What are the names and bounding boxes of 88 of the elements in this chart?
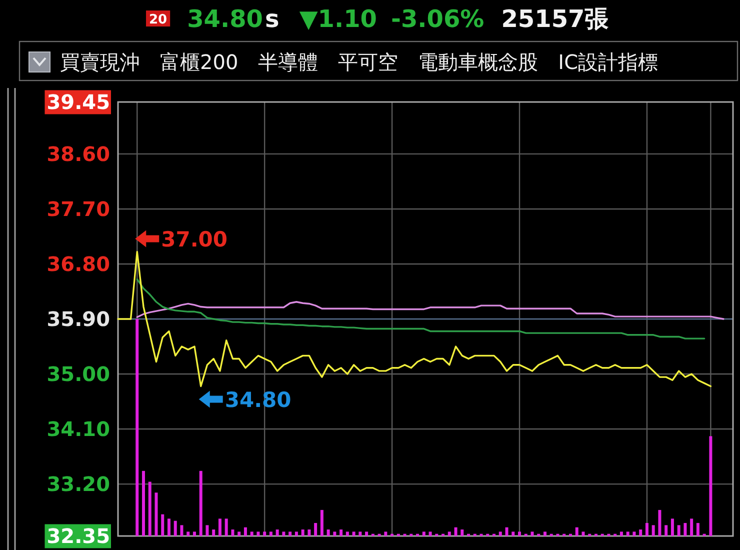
bar: [365, 532, 368, 536]
bar: [690, 518, 694, 536]
bar: [136, 319, 139, 536]
bar: [148, 482, 152, 536]
annotation: 37.00: [161, 227, 228, 252]
bar: [460, 529, 464, 536]
bar: [288, 532, 292, 536]
bar: [199, 470, 202, 536]
bar: [250, 532, 254, 536]
bar: [696, 522, 700, 536]
bar: [238, 532, 241, 536]
bar: [263, 532, 266, 536]
bar: [505, 527, 508, 536]
bar: [218, 518, 222, 536]
bar: [428, 532, 432, 536]
text: 25157張: [501, 5, 610, 33]
bar: [206, 525, 209, 536]
bar: [244, 527, 247, 536]
bar: [709, 436, 712, 536]
y-tick-label: 39.45: [46, 90, 110, 114]
annotation: 34.80: [224, 388, 292, 412]
bar: [498, 532, 502, 536]
y-tick-label: 32.35: [46, 524, 110, 548]
bar: [670, 518, 674, 536]
bar: [340, 529, 343, 536]
bar: [314, 522, 318, 536]
bar: [664, 525, 668, 536]
bar: [346, 532, 349, 536]
line-series: [117, 250, 712, 388]
bar: [358, 532, 362, 536]
bar: [543, 532, 546, 536]
text: 34.80: [187, 5, 264, 33]
bar: [384, 532, 388, 536]
y-tick-label: 34.10: [46, 417, 110, 442]
y-tick-label: 37.70: [46, 197, 110, 222]
text: s: [265, 5, 280, 33]
bar: [320, 510, 324, 536]
line-series: [136, 301, 724, 320]
bar: [174, 520, 177, 536]
bar: [167, 518, 170, 536]
bar: [180, 525, 184, 536]
bar: [231, 529, 234, 536]
bar: [269, 532, 272, 536]
bar: [142, 470, 145, 536]
chart-subtitle: 買賣現沖 富櫃200 半導體 平可空 電動車概念股 IC設計指標: [60, 50, 658, 74]
badge: 20: [146, 10, 170, 28]
bar: [626, 532, 630, 536]
bar: [192, 532, 196, 536]
bar: [652, 525, 655, 536]
y-tick-label: 36.80: [46, 252, 110, 276]
bar: [684, 522, 687, 536]
bar: [518, 532, 522, 536]
bar: [212, 529, 216, 536]
bar: [620, 532, 623, 536]
marker-high: 37.00: [135, 227, 228, 252]
bar: [658, 510, 662, 536]
bar: [282, 532, 286, 536]
bar: [326, 529, 330, 536]
y-tick-label: 35.90: [46, 307, 110, 332]
bar: [161, 514, 164, 536]
bar: [294, 532, 298, 536]
y-tick-label: 38.60: [46, 142, 110, 166]
bar: [276, 529, 279, 536]
bar: [512, 532, 515, 536]
bar: [308, 529, 311, 536]
bar: [677, 525, 680, 536]
bar: [186, 532, 190, 536]
bar: [301, 529, 304, 536]
line-series: [136, 278, 706, 340]
bar: [256, 532, 260, 536]
marker-low: 34.80: [198, 388, 292, 412]
bar: [422, 532, 426, 536]
bar: [352, 532, 356, 536]
bar: [575, 527, 578, 536]
bar: [645, 522, 648, 536]
bar: [154, 492, 158, 536]
bar: [333, 532, 336, 536]
y-tick-label: 35.00: [46, 362, 110, 386]
bar: [639, 529, 642, 536]
bar: [632, 532, 636, 536]
text: -3.06%: [390, 5, 484, 33]
bar: [448, 532, 451, 536]
bar: [454, 527, 458, 536]
bar: [530, 532, 534, 536]
y-tick-label: 33.20: [46, 472, 110, 496]
bar: [224, 518, 228, 536]
bar: [582, 532, 585, 536]
text: ▼1.10: [299, 5, 377, 33]
